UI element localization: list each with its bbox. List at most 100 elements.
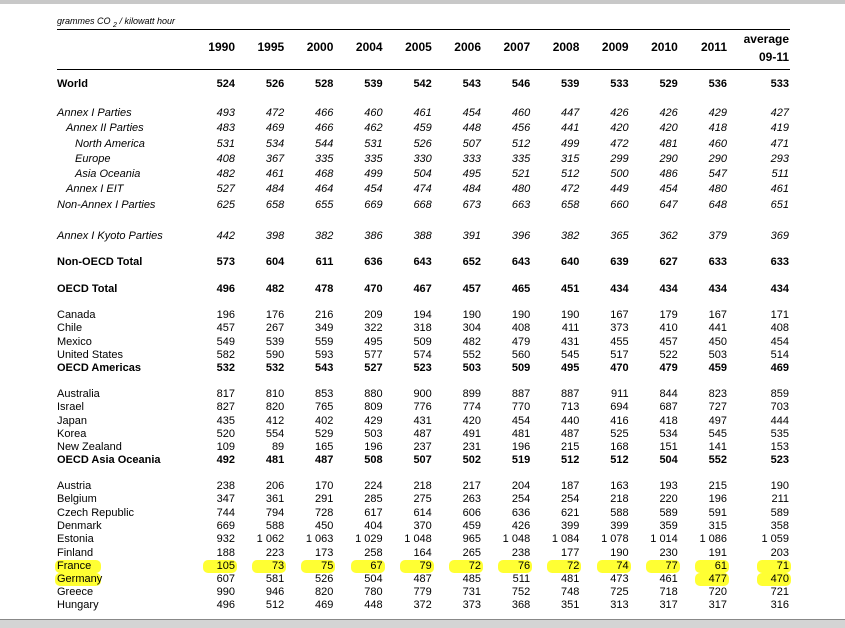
cell: 487 bbox=[413, 428, 432, 440]
cell: 482 bbox=[462, 336, 481, 348]
cell: 404 bbox=[364, 520, 383, 532]
cell: 317 bbox=[659, 599, 678, 611]
cell: 167 bbox=[708, 309, 727, 321]
column-header: 2004 bbox=[355, 40, 383, 54]
cell: 468 bbox=[315, 168, 334, 180]
cell: 511 bbox=[512, 573, 531, 585]
cell: 731 bbox=[462, 586, 481, 598]
window-frame bbox=[0, 619, 845, 628]
cell: 549 bbox=[216, 336, 235, 348]
cell: 523 bbox=[770, 454, 789, 466]
cell: 472 bbox=[561, 183, 580, 195]
cell: 522 bbox=[659, 349, 678, 361]
cell: 396 bbox=[511, 230, 531, 242]
cell: 410 bbox=[659, 322, 678, 334]
cell: 454 bbox=[770, 336, 789, 348]
row-label: Japan bbox=[57, 415, 87, 427]
cell: 231 bbox=[462, 441, 481, 453]
cell: 539 bbox=[364, 78, 383, 90]
cell: 591 bbox=[708, 507, 727, 519]
cell: 373 bbox=[462, 599, 481, 611]
cell: 496 bbox=[216, 599, 235, 611]
row-label: Estonia bbox=[57, 533, 94, 545]
cell: 694 bbox=[610, 401, 629, 413]
cell: 318 bbox=[413, 322, 432, 334]
cell: 358 bbox=[770, 520, 789, 532]
cell: 633 bbox=[770, 256, 789, 268]
cell: 504 bbox=[659, 454, 678, 466]
row-label: World bbox=[57, 78, 88, 90]
cell: 472 bbox=[265, 107, 285, 119]
cell: 512 bbox=[610, 454, 629, 466]
cell: 218 bbox=[413, 480, 432, 492]
cell: 473 bbox=[610, 573, 629, 585]
cell: 237 bbox=[413, 441, 432, 453]
cell: 514 bbox=[770, 349, 789, 361]
cell: 190 bbox=[561, 309, 580, 321]
cell: 487 bbox=[413, 573, 432, 585]
cell: 61 bbox=[695, 560, 729, 573]
cell: 470 bbox=[610, 362, 629, 374]
units-sub: 2 bbox=[113, 21, 117, 29]
cell: 216 bbox=[315, 309, 334, 321]
cell: 398 bbox=[265, 230, 285, 242]
cell: 713 bbox=[561, 401, 580, 413]
row-label: Czech Republic bbox=[57, 507, 135, 519]
cell: 382 bbox=[561, 230, 580, 242]
cell: 1 014 bbox=[650, 533, 678, 545]
cell: 820 bbox=[265, 401, 285, 413]
cell: 218 bbox=[610, 493, 629, 505]
cell: 643 bbox=[511, 256, 531, 268]
cell: 817 bbox=[216, 388, 235, 400]
cell: 89 bbox=[271, 441, 285, 453]
cell: 190 bbox=[462, 309, 481, 321]
cell: 517 bbox=[610, 349, 629, 361]
cell: 625 bbox=[216, 199, 235, 211]
cell: 509 bbox=[511, 362, 531, 374]
cell: 368 bbox=[511, 599, 531, 611]
cell: 388 bbox=[413, 230, 432, 242]
cell: 258 bbox=[364, 547, 383, 559]
cell: 503 bbox=[708, 349, 727, 361]
cell: 209 bbox=[364, 309, 383, 321]
cell: 648 bbox=[708, 199, 727, 211]
cell: 484 bbox=[265, 183, 285, 195]
cell: 451 bbox=[561, 283, 580, 295]
cell: 459 bbox=[413, 122, 432, 134]
cell: 365 bbox=[610, 230, 629, 242]
cell: 658 bbox=[265, 199, 285, 211]
cell: 582 bbox=[216, 349, 235, 361]
cell: 238 bbox=[216, 480, 235, 492]
cell: 606 bbox=[462, 507, 481, 519]
cell: 668 bbox=[413, 199, 432, 211]
cell: 434 bbox=[708, 283, 727, 295]
cell: 519 bbox=[511, 454, 531, 466]
cell: 899 bbox=[462, 388, 481, 400]
cell: 527 bbox=[216, 183, 235, 195]
cell: 504 bbox=[364, 573, 383, 585]
cell: 462 bbox=[364, 122, 383, 134]
cell: 163 bbox=[610, 480, 629, 492]
cell: 141 bbox=[708, 441, 727, 453]
cell: 75 bbox=[301, 560, 336, 573]
cell: 532 bbox=[216, 362, 235, 374]
cell: 187 bbox=[561, 480, 580, 492]
cell: 588 bbox=[610, 507, 629, 519]
cell: 533 bbox=[610, 78, 629, 90]
cell: 465 bbox=[511, 283, 531, 295]
cell: 503 bbox=[364, 428, 383, 440]
cell: 539 bbox=[265, 336, 285, 348]
cell: 590 bbox=[265, 349, 285, 361]
cell: 483 bbox=[216, 122, 235, 134]
cell: 467 bbox=[413, 283, 432, 295]
cell: 173 bbox=[315, 547, 334, 559]
cell: 419 bbox=[770, 122, 789, 134]
cell: 487 bbox=[315, 454, 334, 466]
cell: 820 bbox=[315, 586, 334, 598]
column-header: 2006 bbox=[454, 40, 481, 54]
cell: 196 bbox=[511, 441, 531, 453]
cell: 441 bbox=[708, 322, 727, 334]
cell: 1 048 bbox=[502, 533, 531, 545]
cell: 588 bbox=[265, 520, 285, 532]
column-header: 1990 bbox=[208, 40, 235, 54]
